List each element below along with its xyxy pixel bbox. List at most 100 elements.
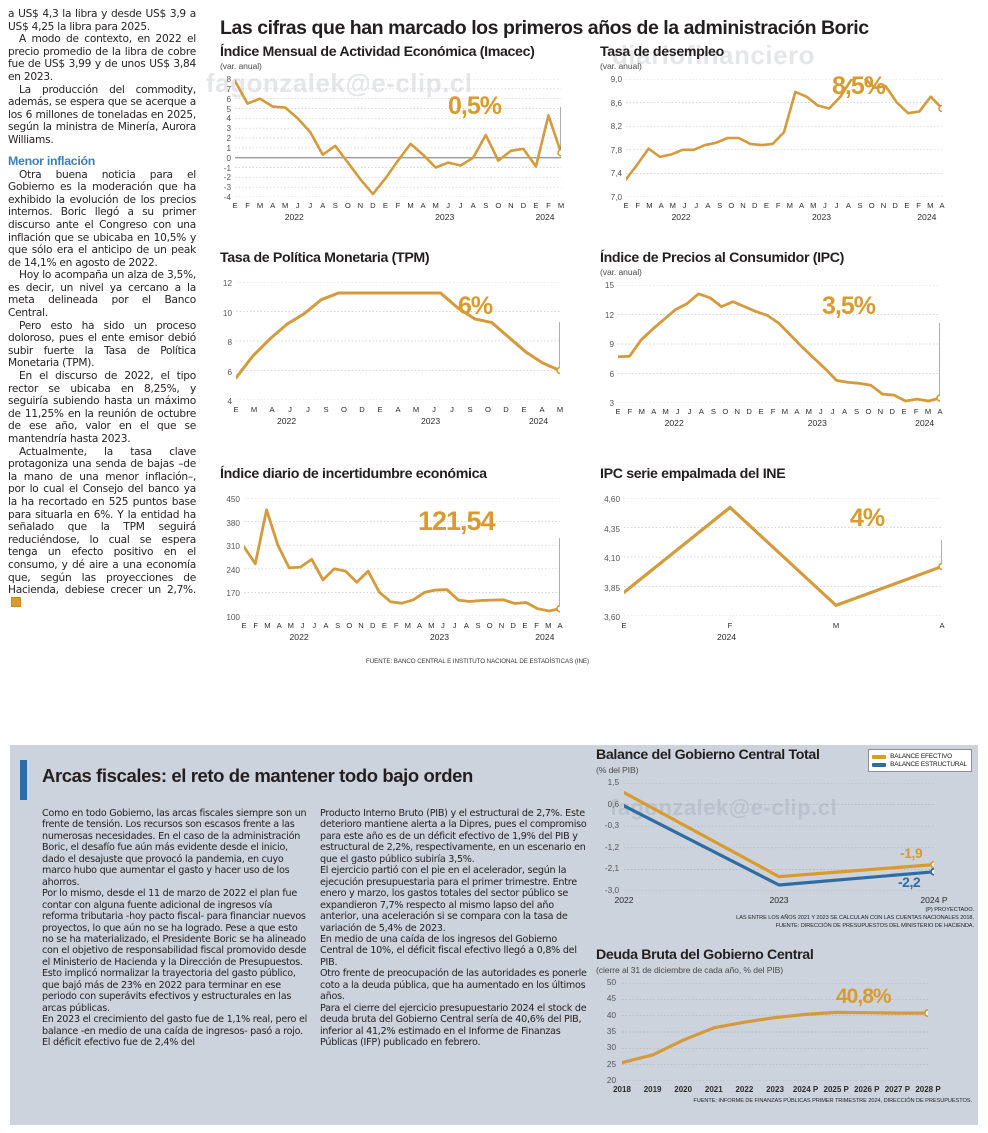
article-paragraph: Hoy lo acompaña un alza de 3,5%, es deci… <box>8 269 196 320</box>
balance-chart-subtitle: (% del PIB) <box>596 765 639 775</box>
legend-item: BALANCE EFECTIVO <box>872 753 967 760</box>
balance-ytick-label: -0,3 <box>604 821 619 831</box>
deuda-highlight-value: 40,8% <box>836 985 892 1008</box>
fiscal-band: Arcas fiscales: el reto de mantener todo… <box>10 745 978 1125</box>
desempleo-xtick-label: A <box>939 201 945 210</box>
imacec-xtick-label: D <box>520 201 527 210</box>
incertidumbre-xtick-label: O <box>486 621 493 630</box>
end-mark-icon <box>11 596 21 607</box>
incertidumbre-year-label: 2022 <box>289 632 309 642</box>
balance-end-value: -1,9 <box>900 844 923 861</box>
tpm-xtick-label: J <box>288 405 292 414</box>
desempleo-chart: Tasa de desempleo (var. anual) 9,0 8,6 8,2 7,… <box>600 44 982 222</box>
incertidumbre-end-marker <box>556 604 560 613</box>
balance-ytick-label: 1,5 <box>607 778 619 787</box>
incertidumbre-plot-svg <box>244 498 560 616</box>
imacec-xtick-label: S <box>483 201 489 210</box>
ipc-series-line <box>618 292 940 403</box>
incertidumbre-ytick-label: 240 <box>226 565 240 575</box>
ipc-xtick-label: F <box>770 407 776 416</box>
deuda-ytick-label: 40 <box>606 1010 616 1020</box>
incertidumbre-xtick-label: J <box>441 621 445 630</box>
ipc-xtick-label: E <box>901 407 907 416</box>
ipc-ine-series-line <box>624 505 942 607</box>
imacec-plot <box>235 79 561 197</box>
legend-item: BALANCE ESTRUCTURAL <box>872 761 967 768</box>
balance-plot <box>624 783 934 891</box>
tpm-year-label: 2022 <box>277 416 297 426</box>
desempleo-xtick-label: M <box>646 201 653 210</box>
tpm-ytick-label: 12 <box>222 279 232 288</box>
incertidumbre-highlight-value: 121,54 <box>418 506 496 536</box>
incertidumbre-xtick-label: M <box>545 621 552 630</box>
incertidumbre-ytick-label: 450 <box>226 495 240 504</box>
imacec-xtick-label: M <box>281 201 289 210</box>
incertidumbre-xtick-label: J <box>312 621 317 630</box>
imacec-xtick-label: F <box>395 201 401 210</box>
desempleo-xtick-label: M <box>669 201 676 210</box>
tpm-xtick-label: O <box>485 405 491 414</box>
deuda-xtick-label: 2022 <box>735 1085 754 1094</box>
imacec-ytick-label: 3 <box>226 124 231 134</box>
desempleo-chart-subtitle: (var. anual) <box>600 61 642 71</box>
ipc-xtick-label: A <box>698 407 704 416</box>
deuda-xtick-label: 2028 P <box>915 1085 941 1094</box>
ipc-ine-chart: IPC serie empalmada del INE 4,60 4,35 4,10 3… <box>600 466 982 642</box>
balance-series-estructural <box>624 804 934 887</box>
deuda-source: FUENTE: INFORME DE FINANZAS PÚBLICAS PRI… <box>693 1098 972 1104</box>
desempleo-xtick-label: E <box>763 201 769 210</box>
ipc-xtick-label: O <box>722 407 729 416</box>
balance-xtick-label: 2024 P <box>920 895 948 905</box>
tpm-xtick-label: J <box>450 405 454 414</box>
fiscal-paragraph: En 2023 el crecimiento del gasto fue de … <box>42 1014 308 1049</box>
balance-plot-svg <box>624 783 934 891</box>
ipc-xtick-label: M <box>805 407 812 416</box>
desempleo-xtick-label: N <box>740 201 746 210</box>
imacec-end-marker <box>557 149 561 157</box>
ipc-xtick-label: O <box>865 407 872 416</box>
ipc-xtick-label: J <box>830 407 835 416</box>
incertidumbre-xtick-label: J <box>452 621 457 630</box>
tpm-ytick-label: 6 <box>227 367 232 377</box>
desempleo-xtick-label: F <box>775 201 781 210</box>
incertidumbre-xtick-label: E <box>522 621 528 630</box>
imacec-xtick-label: S <box>332 201 338 210</box>
tpm-year-label: 2023 <box>421 416 441 426</box>
ipc-xtick-label: E <box>758 407 764 416</box>
desempleo-year-label: 2022 <box>671 212 691 222</box>
imacec-xtick-label: J <box>295 201 300 210</box>
legend-swatch-icon <box>872 762 887 767</box>
desempleo-ytick-label: 7,0 <box>610 193 622 202</box>
desempleo-xtick-label: J <box>682 201 687 210</box>
ipc-xtick-label: N <box>877 407 884 416</box>
ipc-xtick-label: J <box>818 407 823 416</box>
ipc-year-label: 2024 <box>915 418 935 428</box>
article-paragraph: Pero esto ha sido un proceso doloroso, p… <box>8 319 196 370</box>
deuda-end-marker <box>923 1009 928 1018</box>
imacec-xtick-label: A <box>320 201 326 210</box>
ipc-xtick-label: N <box>734 407 740 416</box>
deuda-ytick-label: 25 <box>606 1059 616 1069</box>
balance-ytick-label: -2,1 <box>604 864 619 874</box>
desempleo-end-marker <box>938 104 942 113</box>
incertidumbre-xtick-label: S <box>335 621 341 630</box>
legend-label: BALANCE ESTRUCTURAL <box>890 761 967 768</box>
imacec-xtick-label: A <box>470 201 476 210</box>
desempleo-plot-svg <box>626 79 942 197</box>
fiscal-title: Arcas fiscales: el reto de mantener todo… <box>42 765 473 786</box>
ipc-end-marker <box>936 394 940 402</box>
balance-legend: BALANCE EFECTIVO BALANCE ESTRUCTURAL <box>868 749 972 772</box>
desempleo-xtick-label: O <box>868 201 875 210</box>
ipc-ine-ytick-label: 4,60 <box>604 495 620 504</box>
ipc-xtick-label: J <box>687 407 692 416</box>
deuda-xtick-label: 2021 <box>704 1085 723 1094</box>
balance-end-value: -2,2 <box>898 873 921 890</box>
deuda-ytick-label: 30 <box>606 1043 616 1053</box>
deuda-series-line <box>622 1010 928 1065</box>
ipc-xtick-label: D <box>889 407 896 416</box>
tpm-xtick-label: A <box>395 405 401 414</box>
ipc-year-label: 2023 <box>807 418 827 428</box>
ipc-xtick-label: J <box>675 407 680 416</box>
incertidumbre-xtick-label: M <box>428 621 435 630</box>
fiscal-paragraph: Para el cierre del ejercicio presupuesta… <box>320 1002 587 1049</box>
